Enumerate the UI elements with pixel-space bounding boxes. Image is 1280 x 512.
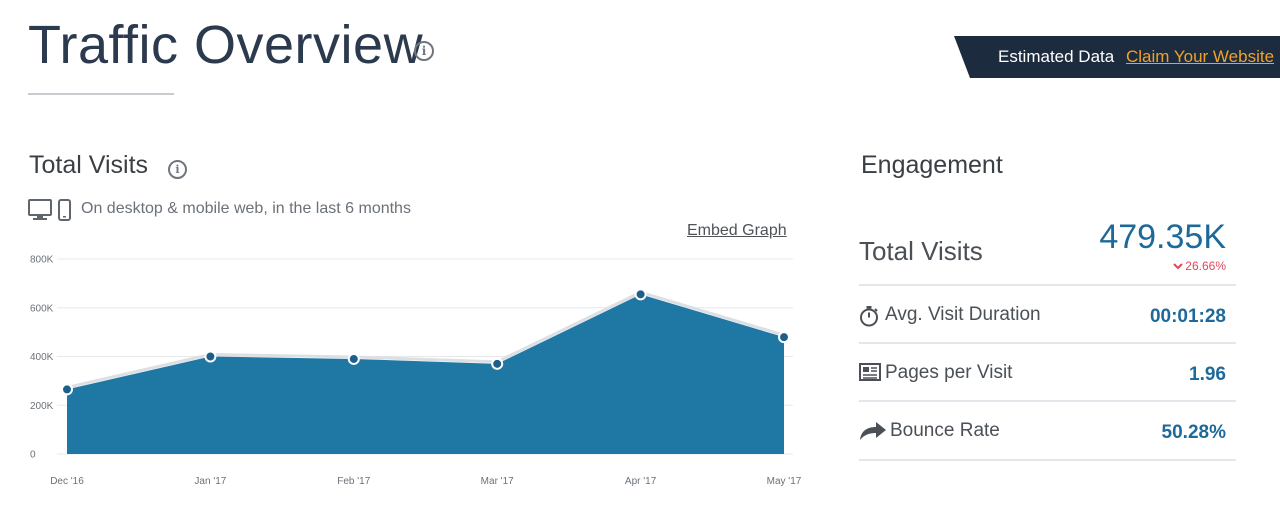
desktop-icon — [28, 199, 52, 220]
x-tick-label: Jan '17 — [194, 476, 226, 487]
x-tick-label: May '17 — [767, 476, 802, 487]
page-title: Traffic Overview — [28, 15, 424, 75]
x-tick-label: Dec '16 — [50, 476, 84, 487]
claim-website-link[interactable]: Claim Your Website — [1126, 47, 1275, 66]
y-tick-label: 400K — [30, 352, 54, 363]
visits-line — [66, 290, 785, 389]
data-point[interactable] — [634, 288, 647, 301]
data-point[interactable] — [491, 357, 504, 370]
info-icon[interactable]: i — [168, 160, 187, 179]
info-icon[interactable]: i — [414, 41, 434, 61]
visits-area — [67, 294, 784, 454]
bounce-arrow-icon — [860, 422, 886, 440]
mobile-icon — [58, 199, 71, 221]
metric-row-visit-duration: Avg. Visit Duration 00:01:28 — [859, 287, 1236, 344]
y-tick-label: 200K — [30, 401, 54, 412]
data-point[interactable] — [347, 352, 360, 365]
y-tick-label: 0 — [30, 450, 36, 461]
metric-value-pages-per-visit: 1.96 — [1189, 364, 1226, 385]
y-tick-label: 600K — [30, 303, 54, 314]
total-visits-change: 26.66% — [1173, 259, 1226, 273]
x-tick-label: Feb '17 — [337, 476, 370, 487]
title-underline — [28, 93, 174, 95]
device-description: On desktop & mobile web, in the last 6 m… — [81, 200, 411, 217]
y-tick-label: 800K — [30, 255, 54, 266]
total-visits-chart: 0 200K 400K 600K 800K Dec '16 Jan '17 Feb '17 Ma… — [30, 255, 802, 488]
metric-value-visit-duration: 00:01:28 — [1149, 306, 1226, 327]
change-value: 26.66% — [1185, 259, 1226, 273]
metric-label-pages-per-visit: Pages per Visit — [885, 362, 1013, 383]
metric-value-bounce-rate: 50.28% — [1161, 422, 1226, 443]
total-visits-metric: Total Visits 479.35K 26.66% — [859, 210, 1236, 286]
pages-icon — [859, 363, 881, 381]
metric-label-bounce-rate: Bounce Rate — [890, 420, 1000, 441]
estimated-data-banner — [954, 36, 1280, 78]
chevron-down-icon — [1173, 263, 1184, 270]
x-tick-label: Mar '17 — [481, 476, 514, 487]
metric-row-pages-per-visit: Pages per Visit 1.96 — [859, 345, 1236, 402]
estimated-data-label: Estimated Data — [998, 47, 1115, 66]
metric-label-visit-duration: Avg. Visit Duration — [885, 304, 1041, 325]
total-visits-value: 479.35K — [1099, 218, 1226, 256]
stopwatch-icon — [860, 306, 878, 327]
data-point[interactable] — [778, 331, 790, 344]
metric-row-bounce-rate: Bounce Rate 50.28% — [859, 403, 1236, 461]
total-visits-title: Total Visits — [29, 151, 149, 179]
data-point[interactable] — [61, 383, 73, 396]
x-tick-label: Apr '17 — [625, 476, 657, 487]
engagement-title: Engagement — [861, 151, 1003, 179]
embed-graph-link[interactable]: Embed Graph — [687, 222, 787, 239]
total-visits-label: Total Visits — [859, 236, 983, 266]
data-point[interactable] — [204, 350, 217, 363]
